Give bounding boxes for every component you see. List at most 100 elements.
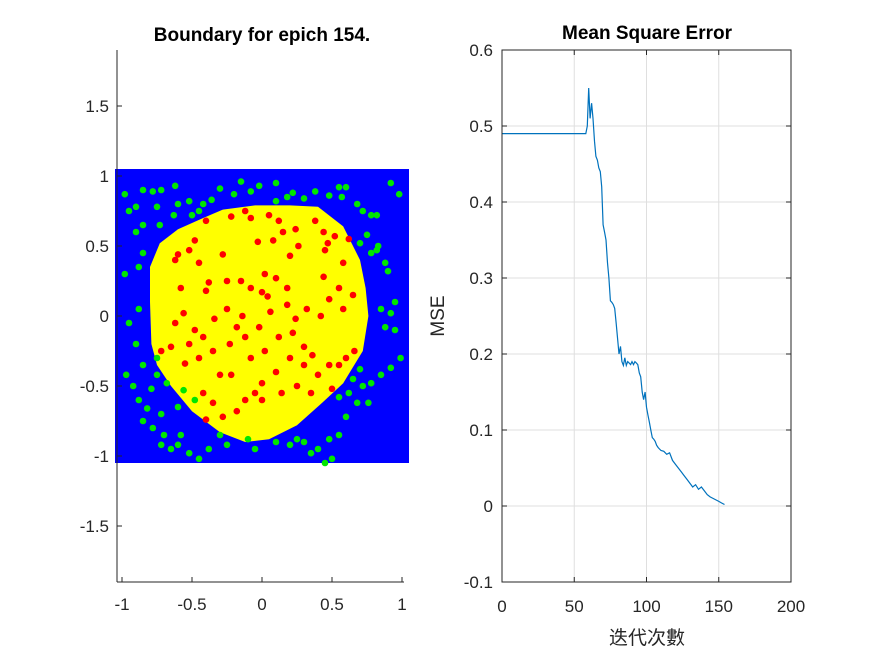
y-tick-label: 0.2 — [469, 345, 493, 364]
inside-class-point — [272, 368, 280, 376]
outside-class-point — [328, 455, 336, 463]
outside-class-point — [195, 207, 203, 215]
outside-class-point — [132, 203, 140, 211]
inside-class-point — [267, 308, 274, 316]
outside-class-point — [397, 354, 404, 362]
y-tick-label: -0.5 — [80, 377, 109, 396]
outside-class-point — [335, 431, 343, 439]
inside-class-point — [226, 340, 234, 348]
inside-class-point — [345, 235, 353, 243]
inside-class-point — [254, 238, 262, 246]
inside-class-point — [233, 323, 241, 331]
outside-class-point — [384, 267, 392, 275]
outside-class-point — [325, 435, 333, 443]
inside-class-point — [292, 225, 299, 233]
outside-class-point — [188, 211, 196, 219]
outside-class-point — [307, 449, 315, 457]
inside-class-point — [191, 237, 199, 244]
inside-class-point — [325, 361, 333, 369]
outside-class-point — [373, 246, 381, 254]
inside-class-point — [195, 259, 203, 267]
outside-class-point — [365, 399, 372, 407]
outside-class-point — [185, 449, 193, 457]
inside-class-point — [258, 379, 266, 387]
outside-class-point — [195, 455, 203, 463]
inside-class-point — [227, 213, 235, 220]
inside-class-point — [351, 347, 358, 355]
inside-class-point — [247, 214, 255, 222]
outside-class-point — [342, 183, 350, 191]
y-tick-label: 1.5 — [85, 97, 109, 116]
outside-class-point — [356, 365, 364, 373]
outside-class-point — [367, 249, 375, 257]
outside-class-point — [387, 309, 395, 317]
outside-class-point — [373, 211, 381, 219]
outside-class-point — [174, 441, 182, 449]
inside-class-point — [239, 312, 246, 320]
inside-class-point — [219, 251, 227, 258]
inside-class-point — [209, 347, 217, 355]
inside-class-point — [342, 354, 350, 362]
outside-class-point — [349, 375, 357, 383]
x-tick-label: -0.5 — [177, 595, 206, 614]
inside-class-point — [275, 333, 283, 341]
outside-class-point — [300, 438, 308, 446]
mse-plot-x-ticks: 0 50 100 150 200 — [497, 50, 805, 616]
inside-class-point — [325, 295, 333, 303]
outside-class-point — [247, 188, 255, 195]
inside-class-point — [320, 228, 327, 236]
inside-class-point — [247, 284, 255, 292]
inside-class-point — [258, 288, 266, 296]
inside-class-point — [283, 284, 291, 292]
inside-class-point — [265, 211, 273, 219]
outside-class-point — [272, 179, 280, 187]
inside-class-point — [209, 399, 217, 407]
outside-class-point — [135, 263, 143, 271]
outside-class-point — [244, 435, 252, 443]
outside-class-point — [180, 386, 187, 394]
inside-class-point — [289, 329, 297, 337]
outside-class-point — [170, 211, 178, 219]
outside-class-point — [395, 190, 403, 198]
inside-class-point — [339, 305, 347, 313]
outside-class-point — [289, 189, 297, 197]
outside-class-point — [191, 396, 199, 404]
x-tick-label: 0 — [257, 595, 266, 614]
inside-class-point — [317, 312, 325, 320]
outside-class-point — [185, 197, 193, 205]
inside-class-point — [331, 232, 339, 240]
outside-class-point — [314, 445, 322, 453]
inside-class-point — [269, 237, 277, 244]
outside-class-point — [157, 186, 165, 194]
outside-class-point — [387, 364, 395, 372]
x-tick-label: 200 — [777, 597, 805, 616]
inside-class-point — [321, 246, 329, 254]
y-tick-label: 0 — [484, 497, 493, 516]
y-tick-label: 0 — [100, 307, 109, 326]
outside-class-point — [174, 403, 182, 411]
y-tick-label: 1 — [100, 167, 109, 186]
outside-class-point — [125, 207, 133, 215]
x-tick-label: 1 — [397, 595, 406, 614]
y-tick-label: 0.4 — [469, 193, 493, 212]
boundary-plot-y-ticks: 1.5 1 0.5 0 -0.5 -1 -1.5 — [80, 97, 122, 536]
outside-class-point — [293, 435, 301, 443]
inside-class-point — [171, 256, 179, 264]
inside-class-point — [167, 343, 175, 351]
inside-class-point — [205, 279, 213, 286]
outside-class-point — [171, 182, 179, 190]
outside-class-point — [255, 182, 263, 190]
inside-class-point — [202, 416, 210, 423]
outside-class-point — [381, 259, 389, 267]
inside-class-point — [195, 354, 203, 362]
outside-class-point — [367, 211, 375, 219]
inside-class-point — [303, 305, 311, 313]
inside-class-point — [349, 291, 357, 299]
outside-class-point — [199, 200, 207, 208]
inside-class-point — [247, 354, 255, 362]
outside-class-point — [121, 190, 129, 198]
inside-class-point — [324, 239, 332, 247]
inside-class-point — [237, 277, 245, 285]
inside-class-point — [219, 413, 227, 421]
inside-class-point — [255, 323, 263, 331]
